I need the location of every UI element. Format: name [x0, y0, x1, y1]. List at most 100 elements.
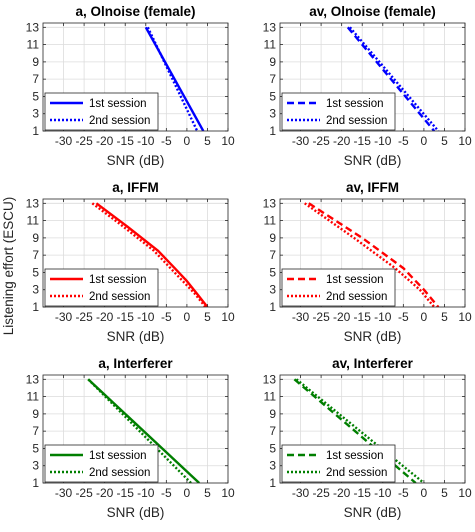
x-tick-label: -25 [75, 486, 93, 500]
panel-title: a, IFFM [112, 180, 159, 195]
legend-label: 1st session [89, 274, 147, 286]
shared-y-axis-label: Listening effort (ESCU) [1, 197, 16, 336]
x-tick-label: -10 [374, 310, 392, 324]
x-tick-label: 0 [421, 486, 428, 500]
series-line-2 [87, 378, 192, 483]
x-tick-label: -5 [398, 486, 409, 500]
series-line-1 [293, 378, 417, 483]
x-tick-label: -10 [374, 486, 392, 500]
x-tick-label: -30 [292, 486, 310, 500]
axes-box [42, 22, 229, 132]
series-line-1 [346, 26, 436, 131]
legend-label: 2nd session [89, 467, 150, 479]
x-tick-label: -25 [312, 310, 330, 324]
x-tick-label: -10 [374, 134, 392, 148]
x-tick-label: 0 [184, 310, 191, 324]
x-tick-label: 10 [221, 486, 235, 500]
y-tick-label: 5 [269, 441, 276, 455]
legend-label: 2nd session [89, 115, 150, 127]
y-tick-label: 11 [264, 390, 277, 404]
y-tick-label: 11 [264, 214, 277, 228]
x-tick-label: -25 [312, 134, 330, 148]
series-line-2 [91, 202, 207, 307]
y-tick-label: 9 [269, 407, 276, 421]
x-tick-label: -30 [292, 310, 310, 324]
x-axis-label: SNR (dB) [344, 153, 402, 168]
y-tick-label: 5 [32, 265, 39, 279]
axes-box [42, 198, 229, 308]
legend: 1st session 2nd session [44, 268, 159, 307]
y-tick-label: 11 [27, 390, 40, 404]
legend-label: 1st session [89, 450, 147, 462]
legend-label: 1st session [326, 98, 384, 110]
x-tick-label: -10 [137, 486, 155, 500]
y-tick-label: 9 [269, 55, 276, 69]
y-tick-label: 13 [263, 20, 277, 34]
y-tick-label: 13 [263, 196, 277, 210]
x-tick-label: -25 [75, 310, 93, 324]
panel-title: a, Interferer [98, 356, 173, 371]
y-tick-label: 1 [269, 476, 276, 490]
x-tick-label: -30 [55, 486, 73, 500]
x-axis-label: SNR (dB) [107, 505, 165, 520]
y-tick-label: 11 [27, 38, 40, 52]
y-tick-label: 1 [32, 124, 39, 138]
series-line-1 [95, 202, 209, 307]
x-tick-label: -20 [333, 310, 351, 324]
x-axis-label: SNR (dB) [107, 153, 165, 168]
x-tick-label: 0 [421, 310, 428, 324]
y-tick-label: 3 [32, 283, 39, 297]
x-tick-label: -30 [55, 134, 73, 148]
y-tick-label: 9 [32, 231, 39, 245]
series-line-2 [146, 26, 199, 131]
x-tick-label: 10 [458, 486, 472, 500]
legend-label: 2nd session [326, 115, 387, 127]
legend-label: 1st session [89, 98, 147, 110]
x-tick-label: -20 [96, 486, 114, 500]
y-tick-label: 3 [269, 459, 276, 473]
series-line-1 [144, 26, 205, 131]
y-tick-label: 7 [269, 72, 276, 86]
panel-title: a, Olnoise (female) [75, 4, 195, 19]
legend: 1st session 2nd session [44, 444, 159, 483]
y-tick-label: 7 [32, 424, 39, 438]
y-tick-label: 3 [269, 283, 276, 297]
x-tick-label: -5 [161, 486, 172, 500]
axes-box [279, 374, 466, 484]
x-tick-label: -5 [161, 134, 172, 148]
x-tick-label: -20 [333, 134, 351, 148]
legend: 1st session 2nd session [281, 268, 396, 307]
y-tick-label: 1 [269, 124, 276, 138]
x-tick-label: 5 [204, 310, 211, 324]
x-tick-label: 10 [221, 134, 235, 148]
x-tick-label: 0 [421, 134, 428, 148]
y-tick-label: 1 [32, 300, 39, 314]
x-tick-label: -5 [398, 310, 409, 324]
legend: 1st session 2nd session [44, 92, 159, 131]
y-tick-label: 13 [263, 372, 277, 386]
series-group [346, 26, 440, 131]
legend: 1st session 2nd session [281, 92, 396, 131]
x-tick-label: -10 [137, 134, 155, 148]
legend: 1st session 2nd session [281, 444, 396, 483]
y-tick-label: 5 [32, 441, 39, 455]
y-tick-label: 3 [269, 107, 276, 121]
x-tick-label: -25 [312, 486, 330, 500]
x-tick-label: 0 [184, 134, 191, 148]
y-tick-label: 5 [32, 89, 39, 103]
x-tick-label: -15 [117, 134, 135, 148]
legend-label: 2nd session [326, 291, 387, 303]
x-tick-label: -15 [354, 486, 372, 500]
y-tick-label: 9 [32, 407, 39, 421]
x-tick-label: 5 [441, 486, 448, 500]
series-group [304, 202, 440, 307]
x-tick-label: -20 [96, 310, 114, 324]
axes-box [279, 22, 466, 132]
x-tick-label: -10 [137, 310, 155, 324]
y-tick-label: 11 [27, 214, 40, 228]
